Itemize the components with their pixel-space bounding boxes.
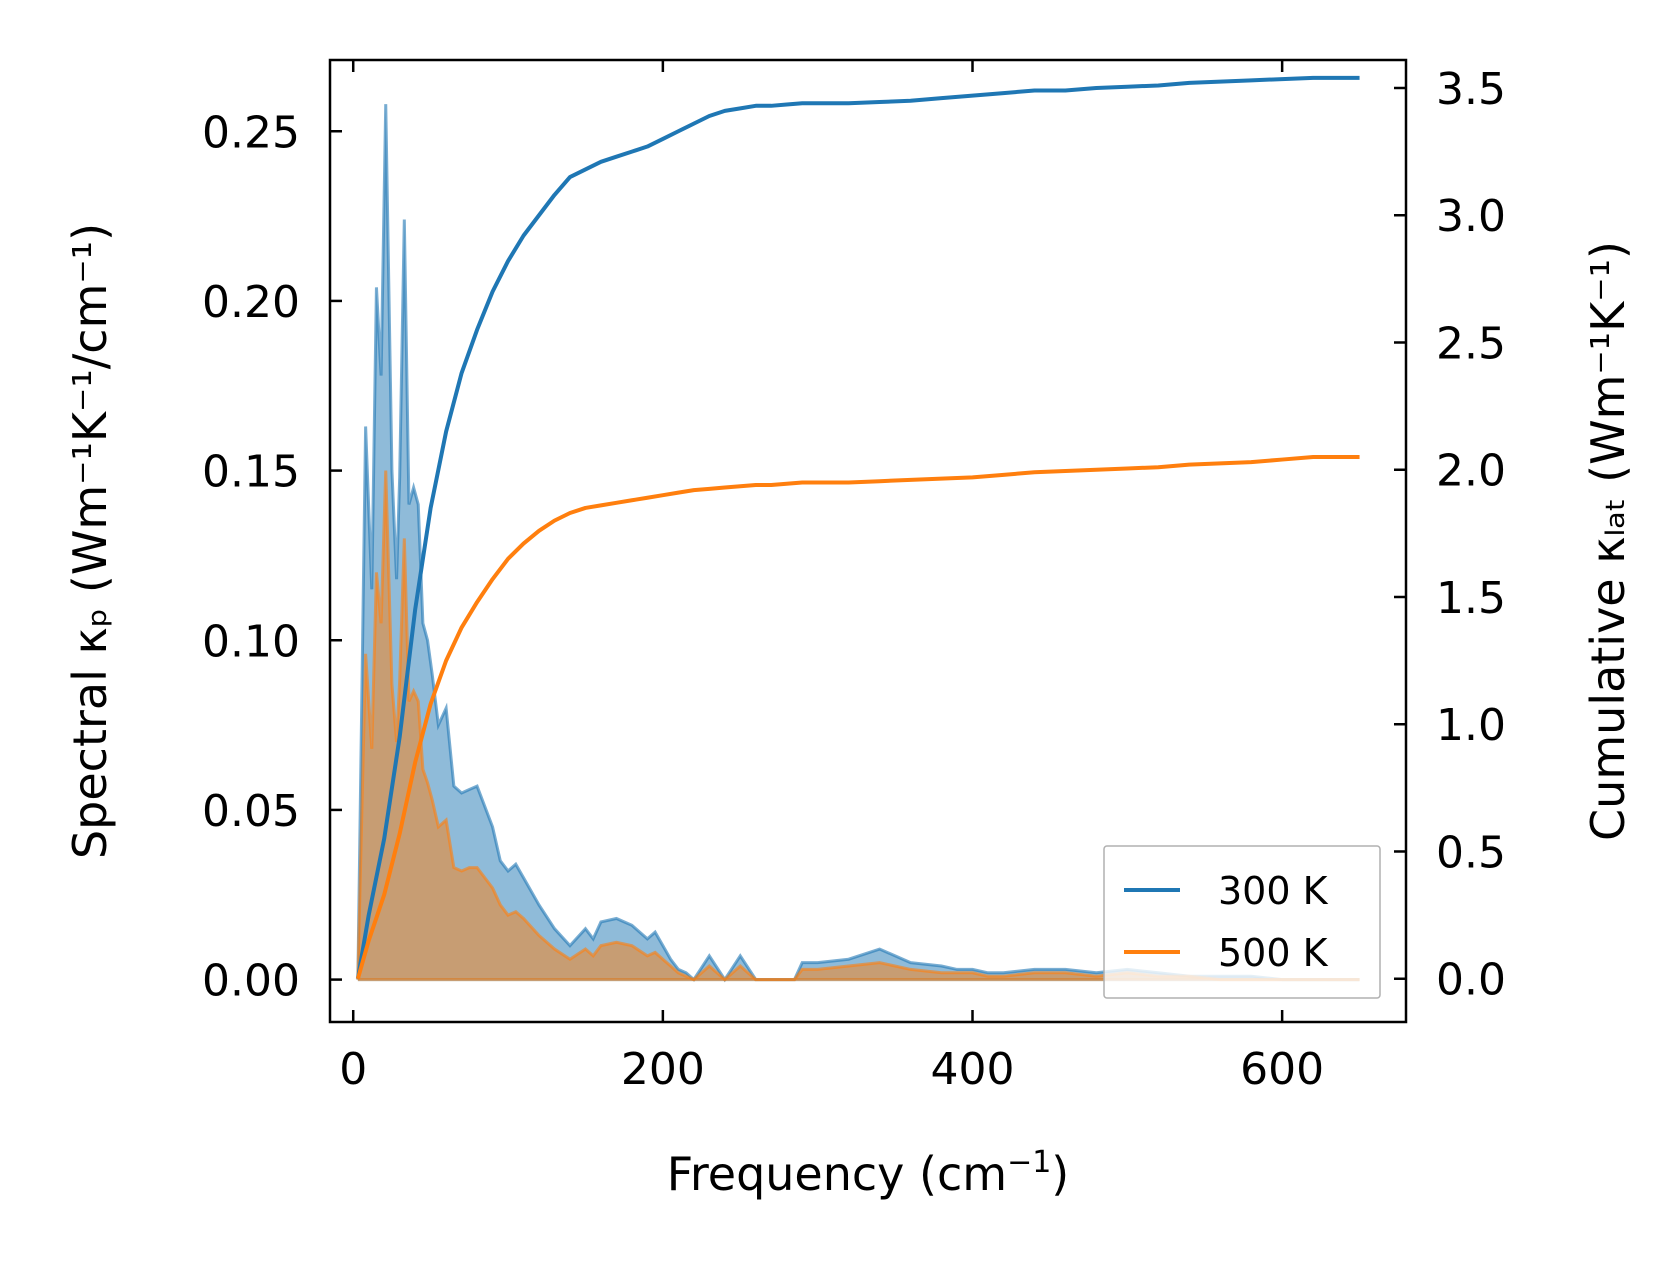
x-tick-label-1: 200 [621,1044,705,1095]
y-left-tick-label-0: 0.00 [202,956,300,1007]
y-right-axis-title: Cumulative κₗₐₜ (Wm⁻¹K⁻¹) [1581,241,1635,841]
x-axis-title-end: ) [1051,1147,1069,1201]
y-right-tick-label-7: 3.5 [1436,64,1506,115]
y-right-tick-label-4: 2.0 [1436,446,1506,497]
y-right-tick-label-2: 1.0 [1436,700,1506,751]
legend-label-500k: 500 K [1218,931,1329,975]
y-left-tick-label-3: 0.15 [202,447,300,498]
x-axis-title: Frequency (cm−1) [667,1145,1070,1201]
y-right-tick-label-5: 2.5 [1436,318,1506,369]
spectral-line-1 [356,470,1360,982]
y-left-tick-label-1: 0.05 [202,786,300,837]
ticks-layer [330,60,1406,1022]
x-tick-label-3: 600 [1240,1044,1324,1095]
plot-frame [328,58,1408,1024]
x-tick-label-0: 0 [339,1044,367,1095]
spectral-fill-1 [357,470,1360,980]
lines-layer [355,75,1360,980]
y-right-tick-label-0: 0.0 [1436,955,1506,1006]
y-left-tick-label-2: 0.10 [202,616,300,667]
tick-labels-layer: 0 200 400 600 0.00 0.05 0.10 0.15 0.20 0.25 0.0 0.5… [202,64,1506,1095]
y-left-tick-label-4: 0.20 [202,277,300,328]
legend-box [1103,845,1381,999]
spectral-line-0 [356,104,1360,983]
legend-label-300k: 300 K [1218,869,1329,913]
y-right-tick-label-3: 1.5 [1436,573,1506,624]
x-tick-label-2: 400 [931,1044,1015,1095]
y-right-tick-label-1: 0.5 [1436,827,1506,878]
y-right-tick-label-6: 3.0 [1436,191,1506,242]
x-axis-title-sup: −1 [1007,1145,1051,1180]
y-left-tick-label-5: 0.25 [202,107,300,158]
cumulative-line-1 [355,455,1360,980]
y-left-axis-title: Spectral κₚ (Wm⁻¹K⁻¹/cm⁻¹) [63,223,117,859]
cumulative-line-0 [355,75,1360,980]
x-axis-title-base: Frequency (cm [667,1147,1007,1201]
legend: 300 K 500 K [1103,845,1381,999]
